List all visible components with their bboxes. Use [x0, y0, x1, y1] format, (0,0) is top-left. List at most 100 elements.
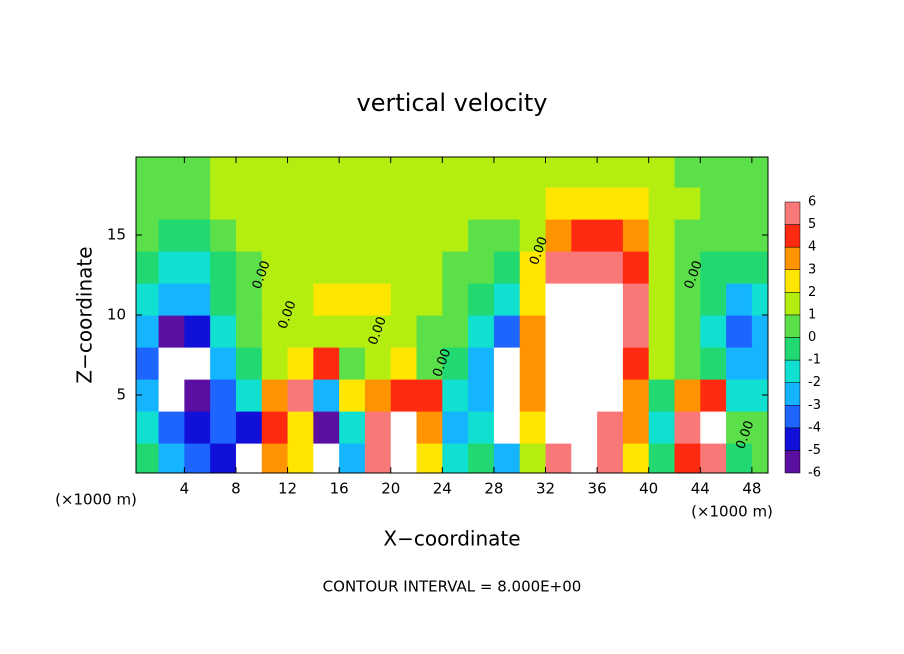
heat-cell — [210, 443, 237, 473]
heat-cell — [364, 315, 392, 348]
heat-cell — [313, 379, 340, 412]
heat-cell — [136, 187, 160, 220]
heat-cell — [751, 379, 768, 412]
heat-cell — [648, 411, 676, 444]
heat-cell — [210, 251, 237, 284]
heat-cell — [210, 283, 237, 316]
heat-cell — [571, 347, 598, 380]
heat-cell — [519, 251, 547, 284]
heat-cell — [468, 411, 495, 444]
heat-cell — [571, 219, 598, 252]
heat-cell — [184, 157, 211, 188]
heat-cell — [184, 187, 211, 220]
x-tick-label: 40 — [639, 480, 658, 498]
heat-cell — [416, 347, 443, 380]
heat-cell — [210, 379, 237, 412]
heat-cell — [648, 283, 676, 316]
heat-cell — [519, 157, 547, 188]
heat-cell — [493, 219, 521, 252]
heat-cell — [390, 379, 418, 412]
heat-cell — [339, 315, 366, 348]
heat-cell — [726, 315, 753, 348]
heat-cell — [287, 315, 314, 348]
heat-cell — [416, 219, 443, 252]
heat-cell — [519, 347, 547, 380]
heat-cell — [571, 251, 598, 284]
heat-cell — [136, 219, 160, 252]
heat-cell — [235, 219, 263, 252]
heat-cell — [751, 251, 768, 284]
heat-cell — [751, 219, 768, 252]
heat-cell — [235, 315, 263, 348]
heat-cell — [390, 347, 418, 380]
heat-cell — [339, 187, 366, 220]
heat-cell — [287, 219, 314, 252]
heat-cell — [622, 157, 650, 188]
heat-cell — [648, 187, 676, 220]
x-tick-label: 8 — [231, 480, 241, 498]
heat-cell — [210, 219, 237, 252]
heat-cell — [313, 315, 340, 348]
x-tick-label: 44 — [691, 480, 710, 498]
heat-cell — [339, 347, 366, 380]
heat-cell — [648, 379, 676, 412]
heat-cell — [339, 283, 366, 316]
heat-cell — [622, 283, 650, 316]
field — [136, 157, 768, 473]
heat-cell — [622, 251, 650, 284]
heat-cell — [622, 443, 650, 473]
heat-cell — [545, 411, 572, 444]
heat-cell — [545, 283, 572, 316]
heat-cell — [493, 443, 521, 473]
heat-cell — [519, 315, 547, 348]
heat-cell — [339, 219, 366, 252]
heat-cell — [261, 187, 289, 220]
heat-cell — [468, 187, 495, 220]
colorbar-box — [784, 269, 801, 293]
colorbar-label: -1 — [808, 353, 821, 368]
heat-cell — [158, 187, 185, 220]
heat-cell — [700, 315, 727, 348]
x-tick-label: 4 — [180, 480, 190, 498]
heat-cell — [751, 315, 768, 348]
heat-cell — [519, 411, 547, 444]
heat-cell — [210, 411, 237, 444]
heat-cell — [622, 219, 650, 252]
heat-cell — [700, 443, 727, 473]
heat-cell — [726, 411, 753, 444]
heat-cell — [726, 379, 753, 412]
heat-cell — [364, 251, 392, 284]
heat-cell — [700, 187, 727, 220]
heat-cell — [674, 379, 701, 412]
heat-cell — [468, 251, 495, 284]
heat-cell — [158, 283, 185, 316]
heat-cell — [545, 315, 572, 348]
heat-cell — [700, 283, 727, 316]
heat-cell — [390, 283, 418, 316]
heat-cell — [364, 187, 392, 220]
heat-cell — [235, 443, 263, 473]
colorbar-box — [784, 382, 801, 406]
heat-cell — [442, 347, 469, 380]
heat-cell — [136, 157, 160, 188]
heat-cell — [726, 157, 753, 188]
heat-cell — [648, 443, 676, 473]
heat-cell — [158, 315, 185, 348]
heat-cell — [136, 379, 160, 412]
heat-cell — [648, 251, 676, 284]
heat-cell — [493, 411, 521, 444]
heat-cell — [184, 219, 211, 252]
heat-cell — [674, 411, 701, 444]
heat-cell — [442, 219, 469, 252]
heat-cell — [313, 251, 340, 284]
heat-cell — [493, 379, 521, 412]
x-tick-label: 32 — [536, 480, 555, 498]
heat-cell — [210, 157, 237, 188]
heat-cell — [416, 187, 443, 220]
heat-cell — [597, 283, 624, 316]
heat-cell — [210, 315, 237, 348]
y-tick-label: 10 — [107, 306, 126, 324]
heat-cell — [390, 251, 418, 284]
x-unit-label: (×1000 m) — [691, 503, 773, 521]
